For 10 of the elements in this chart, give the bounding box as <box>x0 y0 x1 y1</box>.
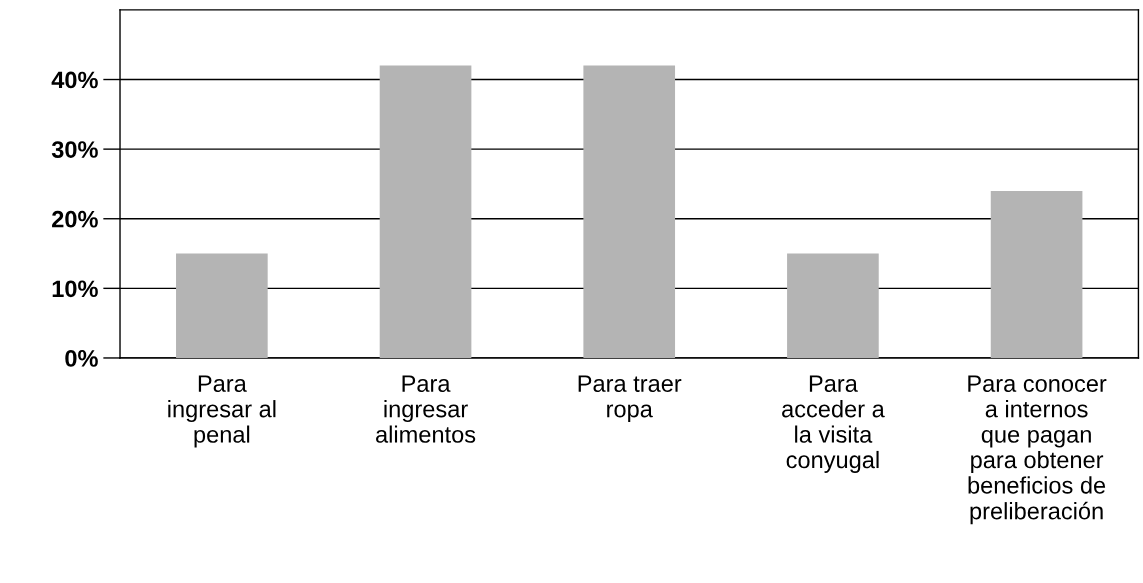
y-tick-label: 40% <box>51 71 98 89</box>
x-tick-label: Para acceder a la visita conyugal <box>782 375 885 473</box>
x-tick-label: Para conocer a internos que pagan para obtener beneficios de preliberación <box>968 375 1107 525</box>
y-tick-label: 20% <box>52 210 98 228</box>
y-tick-label: 0% <box>65 350 98 367</box>
y-tick-label: 10% <box>52 280 98 298</box>
x-tick-label: Para traer ropa <box>578 375 682 423</box>
x-tick-label: Para ingresar al penal <box>168 375 276 448</box>
x-tick-label: Para ingresar alimentos <box>376 375 476 443</box>
y-tick-label: 30% <box>51 141 98 158</box>
